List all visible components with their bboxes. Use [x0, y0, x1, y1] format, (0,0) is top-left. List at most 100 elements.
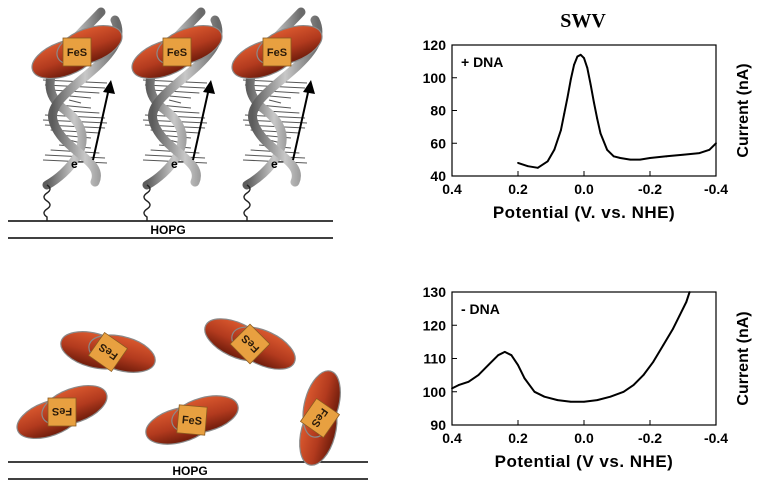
data-point [536, 166, 539, 169]
electron-transfer-arrow [192, 87, 210, 161]
swv-chart-minus-dna: 0.4 0.2 0.0 -0.2 -0.4 90 100 110 120 130 Potential… [423, 284, 752, 471]
data-point [642, 374, 645, 377]
electron-label: e⁻ [271, 157, 284, 171]
data-point [517, 162, 519, 164]
data-point [652, 360, 655, 363]
base-pair [68, 99, 82, 104]
data-point [599, 132, 602, 135]
data-point [527, 165, 529, 168]
data-point [563, 112, 566, 115]
x-tick-label: 0.2 [508, 430, 528, 446]
data-point [457, 384, 460, 386]
y-axis-label: Current (nA) [735, 311, 752, 405]
data-point [573, 63, 575, 66]
data-point [593, 101, 595, 104]
data-point [589, 83, 592, 86]
data-point [665, 155, 668, 158]
data-point [467, 380, 470, 383]
y-tick-label: 110 [423, 351, 446, 367]
dna-protein-illustration: HOPG FeS e⁻ FeS e⁻ FeS e⁻ [8, 7, 333, 239]
x-tick-label: -0.4 [704, 430, 728, 446]
hopg-label: HOPG [150, 223, 185, 237]
data-point [685, 301, 688, 303]
y-tick-label: 40 [430, 168, 446, 184]
data-point [566, 96, 569, 99]
fes-cluster [62, 37, 92, 67]
fes-cluster [229, 323, 271, 365]
x-tick-label: 0.4 [442, 430, 462, 446]
data-point [586, 67, 589, 69]
data-point [569, 400, 572, 403]
data-point [487, 364, 490, 367]
data-point [682, 153, 684, 156]
linker-tether [143, 184, 151, 221]
electron-label: e⁻ [171, 157, 184, 171]
electron-transfer-arrow [92, 87, 110, 161]
data-point [477, 374, 480, 377]
y-tick-label: 100 [423, 70, 447, 86]
y-tick-label: 100 [423, 384, 447, 400]
dna-assembly-2: FeS e⁻ [231, 7, 323, 221]
fes-cluster-label: FeS [267, 47, 287, 59]
x-tick-label: 0.0 [574, 181, 594, 197]
data-point [612, 155, 615, 158]
protein-top-2: FeS [231, 24, 323, 80]
protein-free-0: FeS [60, 331, 156, 373]
data-point [533, 390, 536, 393]
base-pair [268, 99, 282, 104]
figure-title: SWV [560, 10, 606, 32]
data-point [583, 400, 585, 403]
x-tick-label: 0.4 [442, 181, 462, 197]
fes-cluster-label: FeS [52, 405, 72, 417]
data-point [556, 399, 559, 401]
data-point [451, 387, 453, 390]
series-line-0-0 [517, 53, 717, 169]
protein-top-0: FeS [31, 24, 123, 80]
series-annotation: + DNA [461, 54, 503, 70]
protein-top-1: FeS [131, 24, 223, 80]
protein-free-4: FeS [299, 370, 341, 466]
data-point [497, 354, 500, 357]
data-point [523, 377, 526, 380]
data-point [649, 157, 651, 159]
data-point [569, 78, 572, 81]
linker-tether [43, 184, 51, 221]
data-point [632, 384, 635, 386]
x-axis-label: Potential (V vs. NHE) [495, 452, 674, 471]
data-point [672, 327, 674, 330]
data-point [629, 158, 632, 161]
linker-tether [243, 184, 251, 221]
y-tick-label: 130 [423, 284, 447, 300]
data-point [606, 148, 608, 151]
data-point [553, 148, 556, 151]
data-point [688, 291, 691, 293]
data-point [583, 57, 585, 59]
base-pair [50, 89, 100, 94]
dna-assembly-1: FeS e⁻ [131, 7, 223, 221]
fes-cluster [162, 37, 192, 67]
fes-cluster [47, 397, 77, 427]
fes-cluster [176, 404, 208, 436]
arrow-head [303, 80, 315, 94]
electron-label: e⁻ [71, 157, 84, 171]
swv-chart-plus-dna: 0.4 0.2 0.0 -0.2 -0.4 40 60 80 100 120 Potential (… [423, 37, 752, 222]
y-tick-label: 80 [430, 103, 446, 119]
y-tick-label: 90 [430, 417, 446, 433]
data-point [698, 152, 701, 154]
x-axis-label: Potential (V. vs. NHE) [493, 203, 675, 222]
data-point [560, 129, 562, 132]
data-point [596, 399, 599, 401]
x-tick-label: 0.0 [574, 430, 594, 446]
fes-cluster [262, 37, 292, 67]
data-point [619, 157, 622, 159]
data-point [543, 395, 546, 398]
x-tick-label: -0.2 [638, 181, 662, 197]
data-point [503, 350, 506, 353]
fes-cluster [87, 331, 129, 373]
series-line-1-0 [451, 291, 691, 403]
arrow-head [103, 80, 115, 94]
x-tick-label: 0.2 [508, 181, 528, 197]
data-point [715, 142, 717, 145]
